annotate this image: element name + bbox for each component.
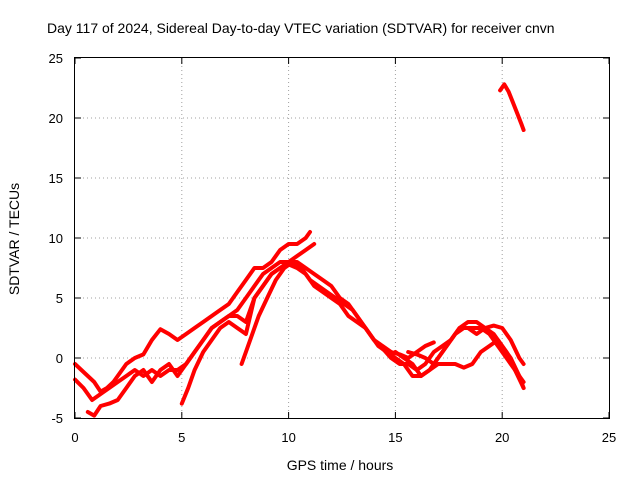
y-tick-label: 15 <box>49 171 63 186</box>
x-tick-label: 15 <box>388 430 402 445</box>
y-tick-label: 5 <box>56 291 63 306</box>
series-line-track-d <box>179 260 526 406</box>
x-tick-label: 0 <box>71 430 78 445</box>
x-axis-label: GPS time / hours <box>287 457 394 473</box>
data-series <box>73 82 526 418</box>
grid-lines <box>75 58 609 418</box>
x-tick-label: 25 <box>602 430 616 445</box>
y-axis-ticks: -5 0 5 10 15 20 25 <box>49 51 609 426</box>
series-line-track-f <box>406 320 526 366</box>
x-tick-label: 20 <box>495 430 509 445</box>
series-line-track-e <box>239 260 526 384</box>
x-tick-label: 10 <box>281 430 295 445</box>
series-line-track-a <box>73 230 312 394</box>
x-axis-ticks: 0 5 10 15 20 25 <box>71 58 616 445</box>
y-tick-label: 10 <box>49 231 63 246</box>
series-line-track-g <box>393 338 526 390</box>
series-line-track-h <box>498 82 526 132</box>
plot-frame <box>74 57 610 419</box>
chart-title: Day 117 of 2024, Sidereal Day-to-day VTE… <box>47 20 555 36</box>
y-tick-label: 25 <box>49 51 63 66</box>
x-tick-label: 5 <box>178 430 185 445</box>
y-tick-label: 0 <box>56 351 63 366</box>
y-tick-label: 20 <box>49 111 63 126</box>
y-axis-label: SDTVAR / TECUs <box>6 183 22 295</box>
y-tick-label: -5 <box>51 411 63 426</box>
